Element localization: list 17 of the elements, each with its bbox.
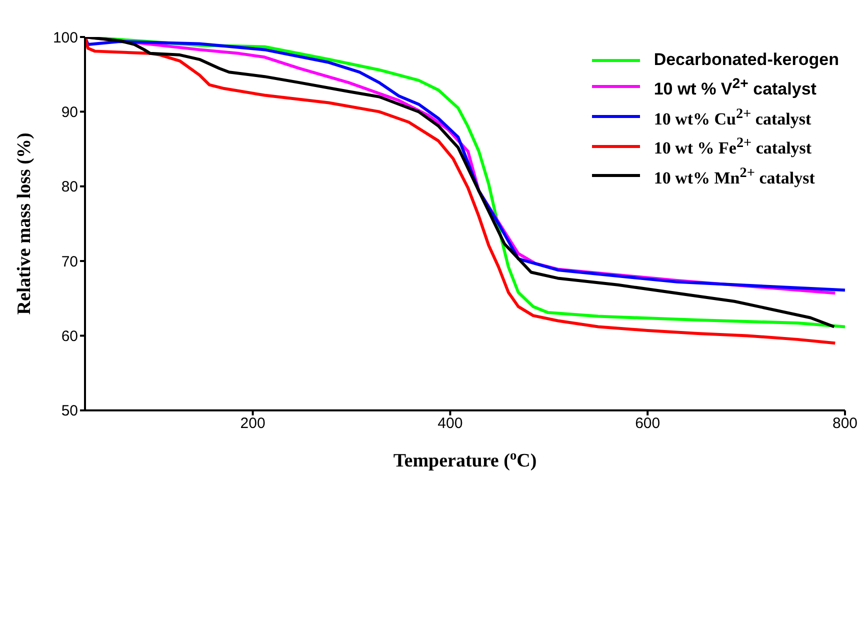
legend-label: 10 wt% Mn$^{2+}$ catalyst [654,164,815,190]
y-tick-label: 70 [61,253,78,270]
y-tick-label: 80 [61,178,78,196]
y-tick-label: 100 [52,29,78,46]
y-tick-label: 90 [61,104,78,121]
x-tick-label: 800 [832,415,858,432]
legend-label: 10 wt% Cu$^{2+}$ catalyst [654,104,812,130]
y-axis-title: Relative mass loss (%) [14,132,35,315]
y-tick-label: 50 [61,402,78,420]
x-tick-label: 600 [635,415,660,432]
y-tick-label: 60 [61,328,78,346]
legend-label: 10 wt % Fe$^{2+}$ catalyst [654,134,812,160]
legend-label: 10 wt % V$^{2+}$ catalyst [654,75,816,101]
x-tick-label: 200 [240,415,266,432]
legend-label: Decarbonated-kerogen [654,49,839,71]
x-tick-label: 400 [438,415,463,432]
x-axis-title: Temperature ($^{o}$C) [393,446,537,472]
